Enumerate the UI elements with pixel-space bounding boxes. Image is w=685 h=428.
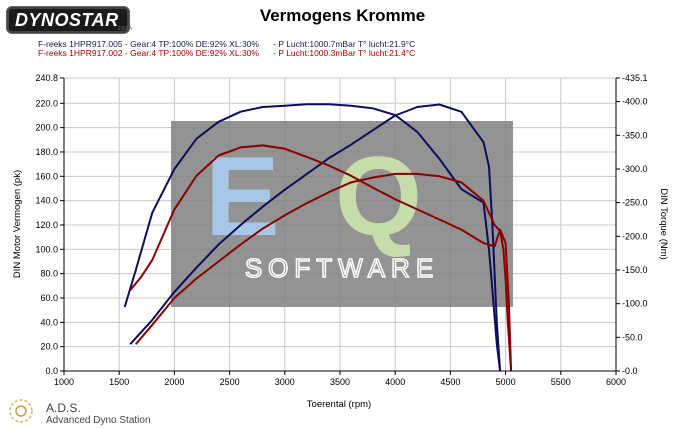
x-tick-label: 2000 bbox=[164, 377, 184, 387]
watermark-software: SOFTWARE bbox=[245, 253, 439, 283]
y-tick-label-left: 100.0 bbox=[35, 244, 58, 254]
watermark-eq: E bbox=[205, 134, 280, 259]
y-tick-label-right: -100.0 bbox=[622, 299, 648, 309]
y-tick-label-right: -150.0 bbox=[622, 265, 648, 275]
series-run1-torque bbox=[123, 103, 502, 372]
x-tick-label: 3500 bbox=[330, 377, 350, 387]
run1-legend: F-reeks 1HPR917.005 - Gear:4 TP:100% DE:… bbox=[38, 39, 416, 49]
y-tick-label-left: 180.0 bbox=[35, 147, 58, 157]
x-tick-label: 6000 bbox=[606, 377, 626, 387]
y-tick-label-right: -350.0 bbox=[622, 130, 648, 140]
y-tick-label-left: 40.0 bbox=[40, 317, 58, 327]
x-tick-label: 4000 bbox=[385, 377, 405, 387]
x-tick-label: 5000 bbox=[496, 377, 516, 387]
eq-software-watermark: E Q SOFTWARE bbox=[171, 121, 513, 307]
ads-title: A.D.S. bbox=[46, 401, 81, 415]
logo-version: 2.63 A bbox=[118, 26, 133, 32]
watermark-q: Q bbox=[335, 134, 422, 259]
y-tick-label-left: 60.0 bbox=[40, 293, 58, 303]
chart-title: Vermogens Kromme bbox=[259, 6, 426, 25]
series bbox=[123, 103, 513, 372]
y-tick-label-right: -50.0 bbox=[622, 332, 643, 342]
y-tick-label-left: 140.0 bbox=[35, 196, 58, 206]
y-tick-label-left: 20.0 bbox=[40, 342, 58, 352]
x-tick-label: 5500 bbox=[551, 377, 571, 387]
y-tick-label-right: -435.1 bbox=[622, 73, 648, 83]
logo-text: DYNOSTAR bbox=[15, 10, 119, 30]
run2-legend: F-reeks 1HPR917.002 - Gear:4 TP:100% DE:… bbox=[38, 48, 416, 58]
y-tick-label-left: 200.0 bbox=[35, 123, 58, 133]
x-axis-label: Toerental (rpm) bbox=[307, 399, 371, 410]
ads-logo-icon bbox=[9, 399, 33, 423]
y-tick-label-left: 160.0 bbox=[35, 171, 58, 181]
x-tick-label: 4500 bbox=[440, 377, 460, 387]
y-tick-label-right: -400.0 bbox=[622, 97, 648, 107]
y-tick-label-left: 0.0 bbox=[45, 366, 58, 376]
x-tick-label: 3000 bbox=[275, 377, 295, 387]
y-tick-label-right: -0.0 bbox=[622, 366, 638, 376]
y-tick-label-right: -200.0 bbox=[622, 231, 648, 241]
y-axis-label-right: DIN Torque (Nm) bbox=[658, 188, 669, 260]
y-tick-label-left: 240.8 bbox=[35, 73, 58, 83]
series-run2-power bbox=[135, 172, 513, 372]
dynostar-logo: DYNOSTAR bbox=[6, 6, 130, 34]
ads-subtitle: Advanced Dyno Station bbox=[46, 415, 151, 426]
axes: 1000 1500 2000 2500 3000 3500 4000 4500 5000 5500… bbox=[35, 73, 647, 387]
y-tick-label-left: 120.0 bbox=[35, 220, 58, 230]
x-tick-label: 1500 bbox=[109, 377, 129, 387]
series-run2-torque bbox=[129, 144, 513, 372]
y-tick-label-right: -300.0 bbox=[622, 164, 648, 174]
y-tick-label-right: -250.0 bbox=[622, 198, 648, 208]
y-tick-label-left: 80.0 bbox=[40, 269, 58, 279]
x-tick-label: 2500 bbox=[220, 377, 240, 387]
y-axis-label-left: DIN Motor Vermogen (pk) bbox=[12, 170, 23, 278]
x-tick-label: 1000 bbox=[54, 377, 74, 387]
series-run1-power bbox=[129, 103, 502, 372]
y-tick-label-left: 220.0 bbox=[35, 98, 58, 108]
